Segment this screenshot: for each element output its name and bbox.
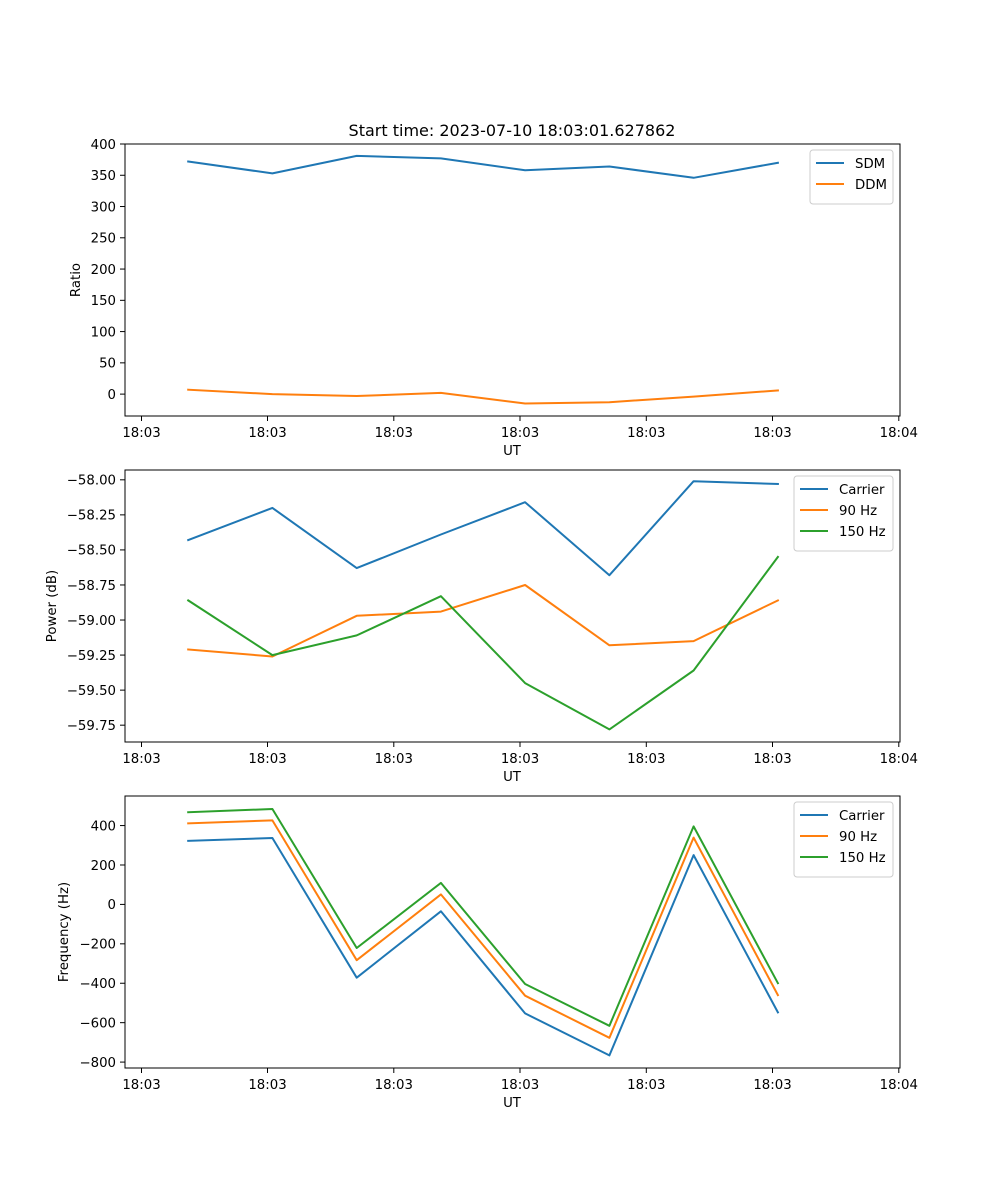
frequency-y-tick-label: −400 (79, 977, 116, 992)
frequency-x-tick-label: 18:03 (753, 1078, 791, 1093)
power-series-150-hz-line (186, 555, 780, 731)
ratio-x-tick-label: 18:03 (122, 426, 160, 441)
power-y-tick-label: −58.00 (67, 474, 116, 489)
ratio-legend-label-sdm: SDM (855, 157, 885, 172)
power-y-tick-label: −59.75 (67, 719, 116, 734)
ratio-y-tick-label: 250 (91, 232, 116, 247)
power-axes-frame (124, 469, 901, 743)
frequency-legend-label-carrier: Carrier (839, 809, 885, 824)
power-x-tick-label: 18:03 (375, 752, 413, 767)
frequency-y-tick-label: −800 (79, 1056, 116, 1071)
frequency-legend-box (793, 801, 894, 878)
frequency-legend-label-90-hz: 90 Hz (839, 830, 877, 845)
figure-title: Start time: 2023-07-10 18:03:01.627862 (349, 121, 676, 140)
power-x-tick-label: 18:03 (122, 752, 160, 767)
power-legend-label-90-hz: 90 Hz (839, 504, 877, 519)
ratio-x-tick-label: 18:03 (753, 426, 791, 441)
frequency-panel: 18:03 18:03 18:03 18:03 18:03 18:03 18:04 −800 −… (57, 795, 918, 1111)
power-x-tick-label: 18:03 (248, 752, 286, 767)
ratio-y-tick-label: 350 (91, 169, 116, 184)
ratio-legend-label-ddm: DDM (855, 178, 887, 193)
frequency-series-carrier-line (187, 837, 780, 1057)
ratio-x-tick-label: 18:03 (248, 426, 286, 441)
ratio-x-tick-label: 18:03 (375, 426, 413, 441)
power-y-tick-label: −59.00 (67, 614, 116, 629)
frequency-x-tick-label: 18:04 (880, 1078, 918, 1093)
ratio-y-tick-label: 50 (99, 357, 116, 372)
frequency-y-tick-label: 400 (91, 819, 116, 834)
power-legend-label-carrier: Carrier (839, 483, 885, 498)
frequency-x-tick-label: 18:03 (248, 1078, 286, 1093)
frequency-x-tick-label: 18:03 (375, 1078, 413, 1093)
ratio-x-axis-label: UT (503, 444, 522, 459)
power-x-tick-label: 18:03 (501, 752, 539, 767)
power-panel: 18:03 18:03 18:03 18:03 18:03 18:03 18:04 −59.7… (45, 469, 918, 785)
frequency-series-150-hz-line (187, 808, 780, 1027)
power-y-tick-label: −58.75 (67, 579, 116, 594)
power-y-axis-label: Power (dB) (45, 570, 60, 642)
ratio-series-ddm-line (187, 388, 779, 405)
power-x-tick-label: 18:04 (880, 752, 918, 767)
ratio-y-tick-label: 0 (108, 388, 116, 403)
ratio-x-tick-label: 18:03 (627, 426, 665, 441)
power-series-carrier-line (186, 480, 779, 577)
ratio-y-tick-label: 300 (91, 200, 116, 215)
frequency-axes-frame (124, 795, 901, 1069)
frequency-y-axis-label: Frequency (Hz) (57, 882, 72, 982)
ratio-x-tick-label: 18:04 (880, 426, 918, 441)
power-legend-label-150-hz: 150 Hz (839, 525, 886, 540)
ratio-y-tick-label: 150 (91, 294, 116, 309)
frequency-y-tick-label: −200 (79, 938, 116, 953)
frequency-y-tick-label: 0 (108, 898, 116, 913)
power-x-axis-label: UT (503, 770, 522, 785)
frequency-series-90-hz-line (187, 819, 780, 1039)
ratio-y-tick-label: 200 (91, 263, 116, 278)
ratio-x-tick-label: 18:03 (501, 426, 539, 441)
frequency-x-tick-label: 18:03 (627, 1078, 665, 1093)
power-x-tick-label: 18:03 (753, 752, 791, 767)
frequency-legend-label-150-hz: 150 Hz (839, 851, 886, 866)
power-y-tick-label: −58.25 (67, 509, 116, 524)
power-y-tick-label: −59.25 (67, 649, 116, 664)
ratio-y-tick-label: 100 (91, 325, 116, 340)
ratio-series-sdm-line (187, 154, 780, 179)
ratio-y-tick-label: 400 (91, 138, 116, 153)
power-y-tick-label: −58.50 (67, 544, 116, 559)
power-legend-box (793, 475, 894, 552)
frequency-x-tick-label: 18:03 (122, 1078, 160, 1093)
frequency-x-axis-label: UT (503, 1096, 522, 1111)
frequency-x-tick-label: 18:03 (501, 1078, 539, 1093)
frequency-y-tick-label: 200 (91, 859, 116, 874)
ratio-axes-frame (124, 143, 901, 417)
ratio-panel: 18:03 18:03 18:03 18:03 18:03 18:03 18:04 0 50 10… (69, 138, 918, 459)
power-x-tick-label: 18:03 (627, 752, 665, 767)
power-series-90-hz-line (187, 584, 780, 658)
frequency-y-tick-label: −600 (79, 1016, 116, 1031)
ratio-y-axis-label: Ratio (69, 263, 84, 297)
power-y-tick-label: −59.50 (67, 684, 116, 699)
